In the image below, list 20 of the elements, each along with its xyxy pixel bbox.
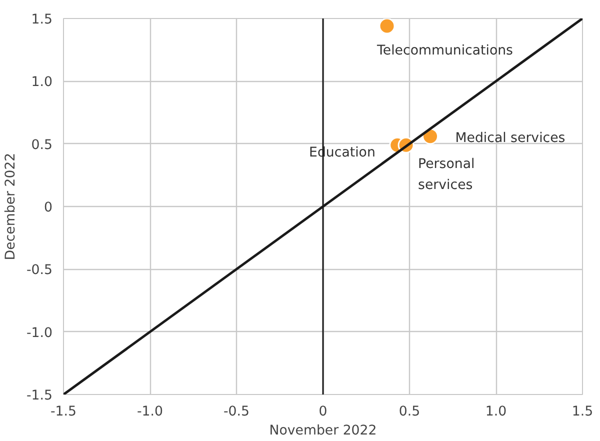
annotation: Personal services: [418, 157, 475, 194]
x-tick-label: -1.5: [50, 404, 77, 420]
x-tick-label: 0.5: [398, 404, 420, 420]
x-tick-label: 1.5: [572, 404, 594, 420]
y-tick-label: -1.0: [26, 326, 53, 341]
point: [378, 18, 396, 34]
x-axis-title: November 2022: [269, 424, 377, 438]
y-tick-label: 1.5: [31, 12, 53, 28]
y-tick-label: 0.5: [31, 138, 53, 153]
x-tick-label: 0: [318, 404, 328, 420]
y-tick-label: -1.5: [26, 388, 53, 404]
y-tick-label: -0.5: [26, 263, 53, 278]
x-tick-label: -1.0: [136, 404, 164, 420]
x-tick-label: 1.0: [485, 404, 507, 420]
x-tick-label: -0.5: [223, 404, 250, 420]
y-tick-label: 1.0: [31, 75, 53, 90]
y-axis-title: December 2022: [3, 152, 18, 260]
annotation: Medical services: [455, 130, 566, 146]
annotation: Telecommunications: [376, 44, 514, 59]
y-tick-label: 0: [44, 200, 53, 216]
